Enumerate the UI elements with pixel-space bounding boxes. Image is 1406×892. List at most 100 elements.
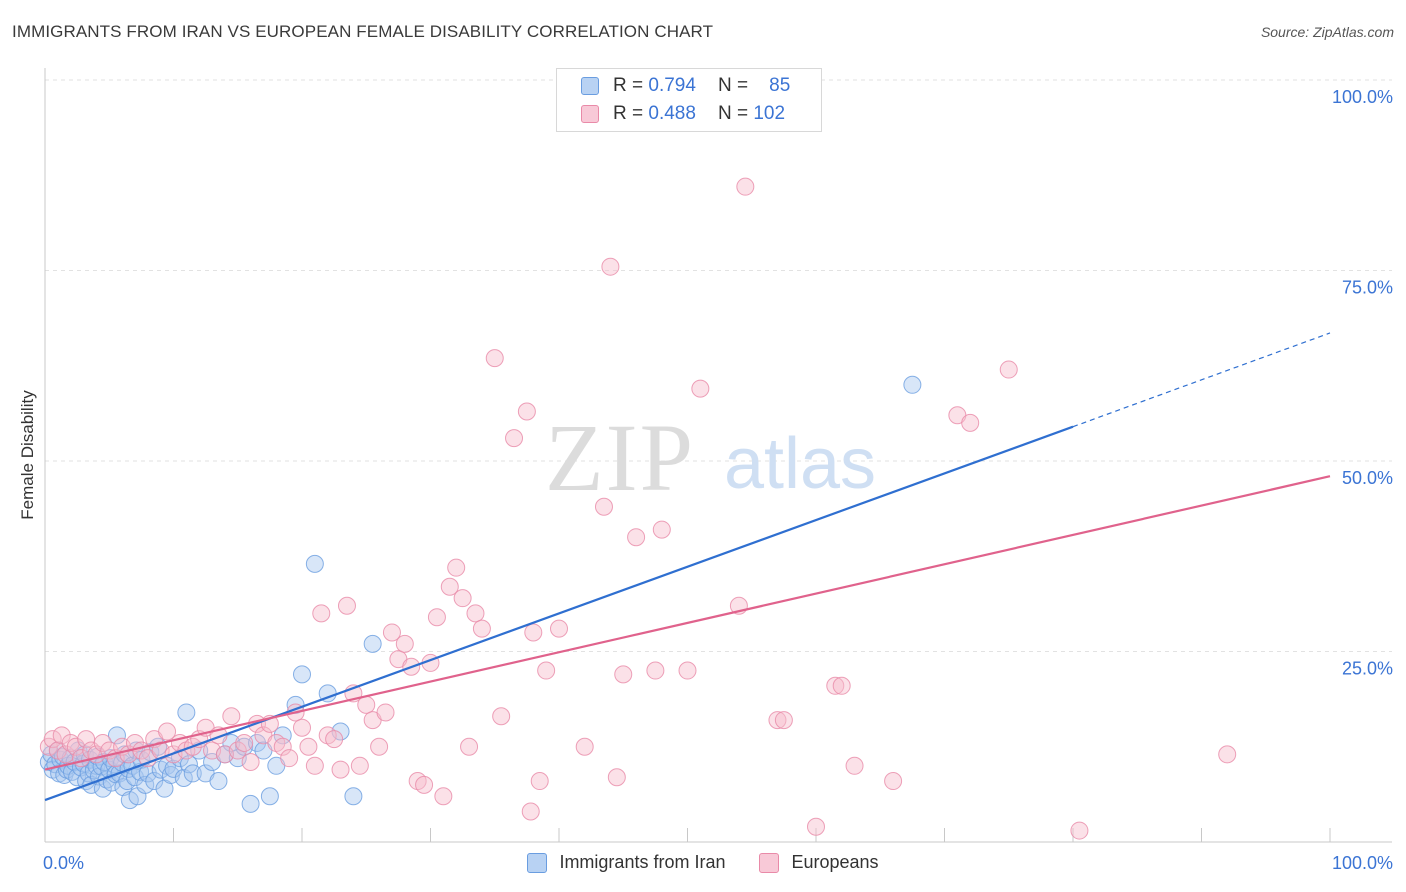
europeans-point — [382, 623, 401, 642]
series-legend: Immigrants from Iran Europeans — [0, 852, 1406, 873]
legend-swatch-pink — [759, 852, 780, 873]
europeans-point — [312, 604, 331, 623]
iran-point — [903, 375, 922, 394]
europeans-point — [537, 661, 556, 680]
europeans-point — [357, 695, 376, 714]
watermark-zip: ZIP — [545, 404, 695, 511]
legend-swatch-blue — [581, 77, 599, 95]
europeans-point — [440, 577, 459, 596]
y-tick-label: 100.0% — [1332, 87, 1393, 107]
europeans-point — [1070, 821, 1089, 840]
europeans-trend-line — [44, 475, 1331, 771]
y-tick-label: 25.0% — [1342, 659, 1393, 679]
legend-swatch-blue — [527, 852, 548, 873]
x-tick-label: 0.0% — [43, 853, 84, 873]
grid-lines — [45, 79, 1392, 652]
europeans-point — [614, 665, 633, 684]
iran-point — [136, 775, 155, 794]
iran-point — [305, 554, 324, 573]
europeans-point — [241, 752, 260, 771]
europeans-point — [158, 722, 177, 741]
europeans-point — [376, 703, 395, 722]
europeans-point — [273, 737, 292, 756]
europeans-point — [350, 756, 369, 775]
europeans-point — [492, 707, 511, 726]
europeans-point — [466, 604, 485, 623]
stats-legend: R = 0.794 N = 85 R = 0.488 N = 102 — [556, 68, 822, 132]
europeans-point — [736, 177, 755, 196]
r-value: 0.488 — [648, 103, 696, 124]
legend-label: Immigrants from Iran — [559, 852, 726, 872]
legend-label: Europeans — [791, 852, 879, 872]
europeans-point — [646, 661, 665, 680]
europeans-point — [93, 733, 112, 752]
europeans-point — [652, 520, 671, 539]
axes — [44, 68, 1392, 843]
europeans-point — [521, 802, 540, 821]
iran-point — [174, 768, 193, 787]
trend-lines — [44, 332, 1331, 802]
iran-point — [344, 787, 363, 806]
watermark: ZIP atlas — [545, 404, 876, 511]
europeans-point — [293, 718, 311, 737]
europeans-point — [505, 429, 524, 448]
iran-point — [293, 665, 311, 684]
europeans-point — [826, 676, 845, 695]
europeans-point — [460, 737, 479, 756]
n-value: 102 — [753, 103, 786, 124]
iran-point — [145, 772, 164, 791]
europeans-point — [453, 589, 472, 608]
europeans-point — [52, 726, 71, 745]
europeans-point — [228, 741, 247, 760]
europeans-point — [1218, 745, 1237, 764]
europeans-point — [517, 402, 536, 421]
europeans-point — [331, 760, 350, 779]
iran-point — [363, 634, 382, 653]
iran-trend-line-extension — [1072, 332, 1331, 428]
europeans-point — [370, 737, 389, 756]
n-value: 85 — [769, 75, 791, 96]
europeans-point — [530, 772, 549, 791]
europeans-point — [280, 749, 299, 768]
x-tick-label: 100.0% — [1332, 853, 1393, 873]
iran-point — [177, 703, 196, 722]
source-label: Source: ZipAtlas.com — [1260, 24, 1394, 40]
legend-swatch-pink — [581, 105, 599, 123]
europeans-point — [601, 257, 620, 276]
y-tick-label: 50.0% — [1342, 468, 1393, 488]
r-label: R = — [613, 103, 644, 124]
europeans-point — [524, 623, 543, 642]
iran-point — [248, 733, 267, 752]
europeans-point — [299, 737, 318, 756]
stats-row-europeans: R = 0.488 N = 102 — [581, 102, 785, 126]
europeans-point — [884, 772, 903, 791]
europeans-point — [607, 768, 626, 787]
n-label: N = — [717, 103, 749, 124]
legend-item-europeans[interactable]: Europeans — [759, 852, 879, 873]
iran-point — [179, 755, 198, 774]
europeans-point — [999, 360, 1018, 379]
europeans-point — [427, 608, 446, 627]
europeans-point — [395, 634, 414, 653]
europeans-point — [485, 349, 504, 368]
europeans-point — [472, 619, 491, 638]
iran-point — [209, 772, 228, 791]
europeans-point — [66, 737, 85, 756]
europeans-point — [305, 756, 324, 775]
europeans-point — [337, 596, 356, 615]
legend-item-iran[interactable]: Immigrants from Iran — [527, 852, 725, 873]
europeans-point — [56, 745, 75, 764]
iran-point — [241, 794, 260, 813]
r-label: R = — [613, 75, 644, 96]
chart-title: IMMIGRANTS FROM IRAN VS EUROPEAN FEMALE … — [12, 22, 714, 41]
europeans-point — [961, 413, 980, 432]
europeans-point — [77, 730, 96, 749]
iran-point — [107, 726, 126, 745]
data-points — [39, 71, 1237, 840]
stats-row-iran: R = 0.794 N = 85 — [581, 74, 790, 98]
n-label: N = — [717, 75, 749, 96]
tick-labels: 25.0% 50.0% 75.0% 100.0% 0.0% 100.0% — [43, 87, 1393, 873]
europeans-point — [235, 733, 254, 752]
iran-trend-line — [44, 425, 1074, 802]
